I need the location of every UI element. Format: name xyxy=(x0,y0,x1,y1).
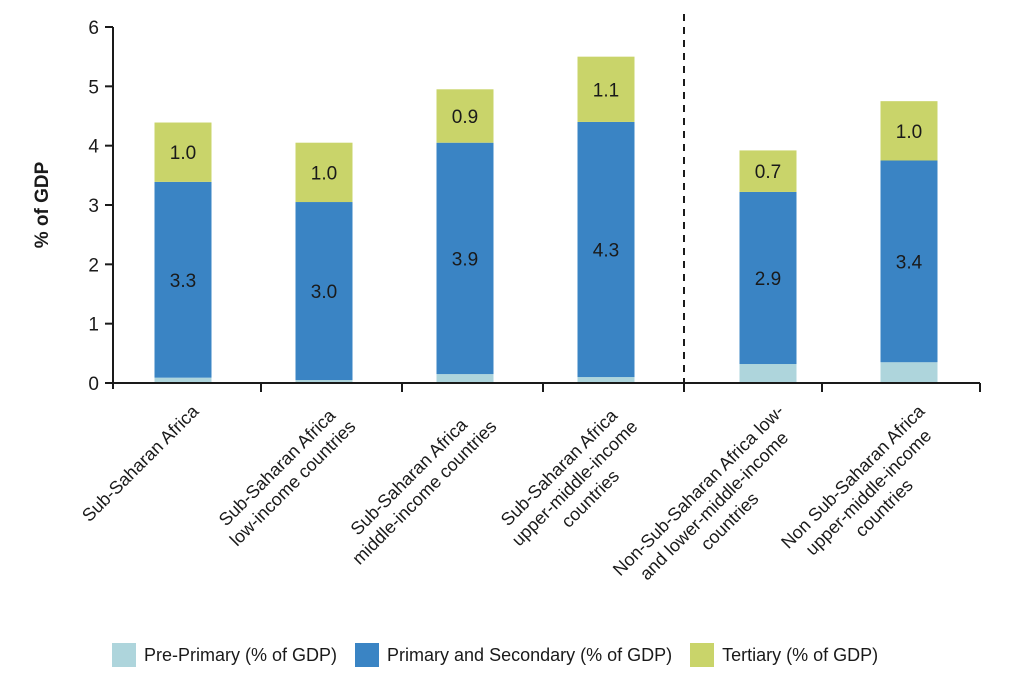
bar-stack: 2.9 0.7 xyxy=(739,150,797,383)
bar-segment-primary xyxy=(880,160,938,363)
bar-stack: 3.3 1.0 xyxy=(154,122,212,383)
legend-swatch xyxy=(690,643,715,667)
bar-value-label: 1.0 xyxy=(311,163,337,184)
x-axis: Sub-Saharan Africa Sub-Saharan Africalow-… xyxy=(78,14,981,611)
bar-segment-tertiary xyxy=(739,150,797,192)
bar-stack: 3.0 1.0 xyxy=(295,142,353,383)
bar-segment-pre-primary xyxy=(295,380,353,383)
legend-label: Pre-Primary (% of GDP) xyxy=(144,644,338,665)
bars: 3.3 1.0 3.0 1.0 3.9 0.9 4.3 1.1 2.9 0.7 3.4 1.0 xyxy=(154,56,938,383)
bar-value-label: 2.9 xyxy=(755,269,781,290)
bar-segment-primary xyxy=(739,191,797,365)
legend-item: Primary and Secondary (% of GDP) xyxy=(355,643,672,667)
bar-value-label: 3.0 xyxy=(311,282,337,303)
bar-segment-primary xyxy=(154,181,212,378)
bar-stack: 3.4 1.0 xyxy=(880,101,938,383)
bar-segment-tertiary xyxy=(154,122,212,182)
bar-segment-tertiary xyxy=(880,101,938,161)
y-tick-label: 4 xyxy=(88,137,99,158)
legend-item: Pre-Primary (% of GDP) xyxy=(112,643,337,667)
y-tick-label: 3 xyxy=(88,196,99,217)
legend-swatch xyxy=(112,643,136,667)
x-category-label: Sub-Saharan Africalow-income countries xyxy=(210,401,359,550)
legend-label: Tertiary (% of GDP) xyxy=(722,644,879,665)
y-axis: 0 1 2 3 4 5 6 xyxy=(88,18,114,395)
legend-label: Primary and Secondary (% of GDP) xyxy=(387,644,673,665)
bar-segment-pre-primary xyxy=(880,362,938,383)
bar-segment-primary xyxy=(295,202,353,381)
bar-stack: 3.9 0.9 xyxy=(436,89,494,383)
legend-item: Tertiary (% of GDP) xyxy=(690,643,878,667)
x-category-label: Non-Sub-Saharan Africa low-and lower-mid… xyxy=(609,401,819,611)
bar-value-label: 1.0 xyxy=(170,143,196,164)
y-tick-label: 2 xyxy=(88,255,99,276)
legend: Pre-Primary (% of GDP) Primary and Second… xyxy=(112,643,896,667)
y-tick-label: 5 xyxy=(88,77,99,98)
y-axis-title: % of GDP xyxy=(32,161,53,248)
bar-segment-pre-primary xyxy=(739,364,797,383)
x-category-label: Sub-Saharan Africa xyxy=(78,400,203,525)
bar-segment-pre-primary xyxy=(577,377,635,383)
bar-segment-primary xyxy=(436,142,494,375)
x-category-label: Non Sub-Saharan Africaupper-middle-incom… xyxy=(777,400,960,583)
bar-value-label: 4.3 xyxy=(593,241,619,262)
bar-value-label: 3.9 xyxy=(452,249,478,270)
bar-segment-primary xyxy=(577,121,635,378)
bar-value-label: 0.7 xyxy=(755,162,781,183)
bar-segment-pre-primary xyxy=(154,377,212,383)
bar-segment-pre-primary xyxy=(436,374,494,383)
y-tick-label: 1 xyxy=(88,315,99,336)
y-tick-label: 0 xyxy=(88,374,99,395)
x-category-label: Sub-Saharan Africamiddle-income countrie… xyxy=(333,401,501,569)
bar-segment-tertiary xyxy=(436,89,494,143)
bar-value-label: 1.1 xyxy=(593,80,619,101)
bar-value-label: 3.3 xyxy=(170,271,196,292)
bar-value-label: 0.9 xyxy=(452,107,478,128)
bar-value-label: 3.4 xyxy=(896,252,923,273)
bar-value-label: 1.0 xyxy=(896,122,922,143)
bar-segment-tertiary xyxy=(577,56,635,122)
legend-swatch xyxy=(355,643,380,667)
y-tick-label: 6 xyxy=(88,18,99,39)
bar-segment-tertiary xyxy=(295,142,353,203)
bar-stack: 4.3 1.1 xyxy=(577,56,635,383)
